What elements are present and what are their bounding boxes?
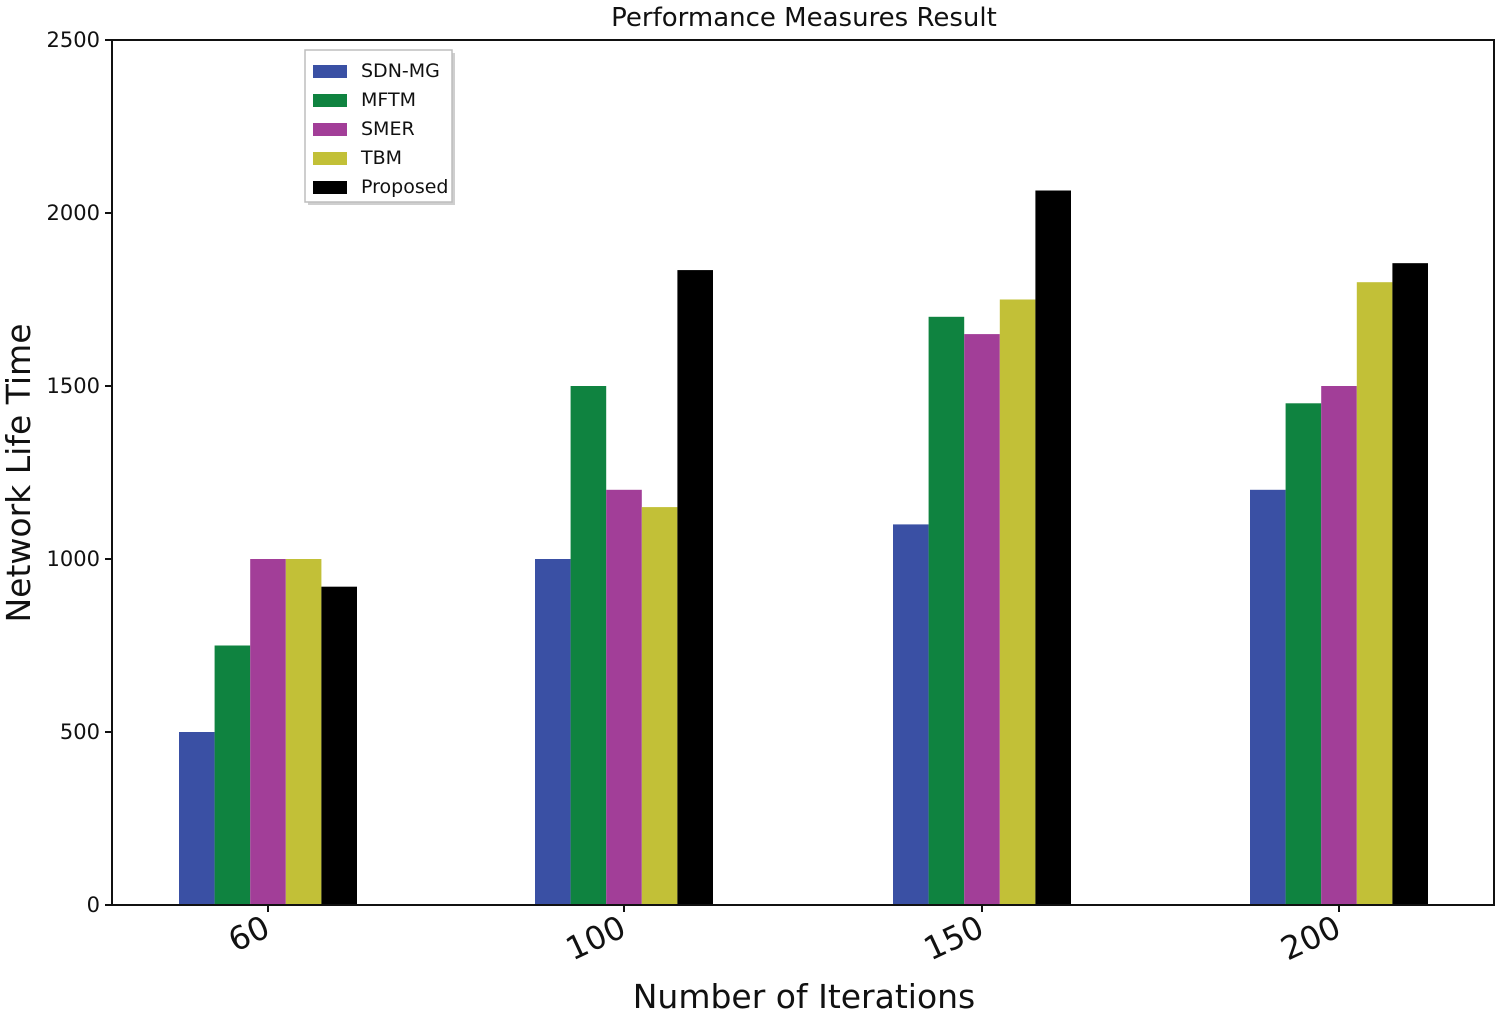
bar-smer-150 bbox=[964, 334, 1000, 906]
bar-tbm-100 bbox=[641, 507, 678, 905]
bar-tbm-200 bbox=[1356, 282, 1393, 905]
y-tick-label: 0 bbox=[87, 893, 100, 917]
bar-smer-100 bbox=[606, 489, 642, 905]
x-tick-label: 100 bbox=[560, 908, 631, 968]
y-tick-label: 1000 bbox=[47, 547, 100, 571]
legend-label: SMER bbox=[361, 118, 415, 140]
legend-swatch bbox=[313, 123, 347, 136]
x-tick-label: 60 bbox=[222, 908, 275, 960]
bar-sdn-mg-100 bbox=[535, 559, 571, 905]
axes-layer: 0 500 1000 1500 2000 2500 60 100 150 200 bbox=[47, 28, 1495, 968]
chart-title: Performance Measures Result bbox=[611, 3, 997, 33]
legend-label: Proposed bbox=[361, 176, 448, 198]
legend-label: MFTM bbox=[361, 89, 416, 111]
x-axis-title: Number of Iterations bbox=[633, 977, 976, 1015]
bar-sdn-mg-60 bbox=[179, 732, 215, 905]
bar-tbm-150 bbox=[999, 299, 1036, 905]
bar-mftm-60 bbox=[214, 645, 251, 905]
legend-label: TBM bbox=[360, 147, 402, 169]
y-axis-title: Network Life Time bbox=[0, 324, 38, 623]
bar-mftm-200 bbox=[1285, 403, 1322, 905]
bar-tbm-60 bbox=[285, 559, 322, 905]
bars-layer bbox=[179, 190, 1428, 906]
bar-sdn-mg-200 bbox=[1250, 489, 1286, 905]
y-tick-label: 2000 bbox=[47, 201, 100, 225]
plot-frame bbox=[111, 39, 1495, 906]
bar-smer-60 bbox=[250, 559, 286, 905]
legend-swatch bbox=[313, 65, 347, 78]
y-tick-label: 2500 bbox=[47, 28, 100, 52]
bar-proposed-150 bbox=[1035, 190, 1071, 905]
bar-proposed-200 bbox=[1392, 263, 1428, 905]
legend-swatch bbox=[313, 94, 347, 107]
y-tick-label: 500 bbox=[60, 720, 100, 744]
x-tick-label: 150 bbox=[918, 908, 989, 968]
x-tick-label: 200 bbox=[1275, 908, 1346, 968]
bar-smer-200 bbox=[1321, 386, 1357, 905]
legend-label: SDN-MG bbox=[361, 60, 440, 82]
bar-proposed-100 bbox=[677, 270, 713, 906]
bar-mftm-100 bbox=[570, 386, 607, 905]
y-tick-label: 1500 bbox=[47, 374, 100, 398]
bar-mftm-150 bbox=[928, 316, 965, 905]
bar-sdn-mg-150 bbox=[893, 524, 929, 905]
legend-swatch bbox=[313, 181, 347, 194]
bar-proposed-60 bbox=[321, 586, 357, 905]
legend-swatch bbox=[313, 152, 347, 165]
legend: SDN-MG MFTM SMER TBM Proposed bbox=[304, 49, 455, 205]
